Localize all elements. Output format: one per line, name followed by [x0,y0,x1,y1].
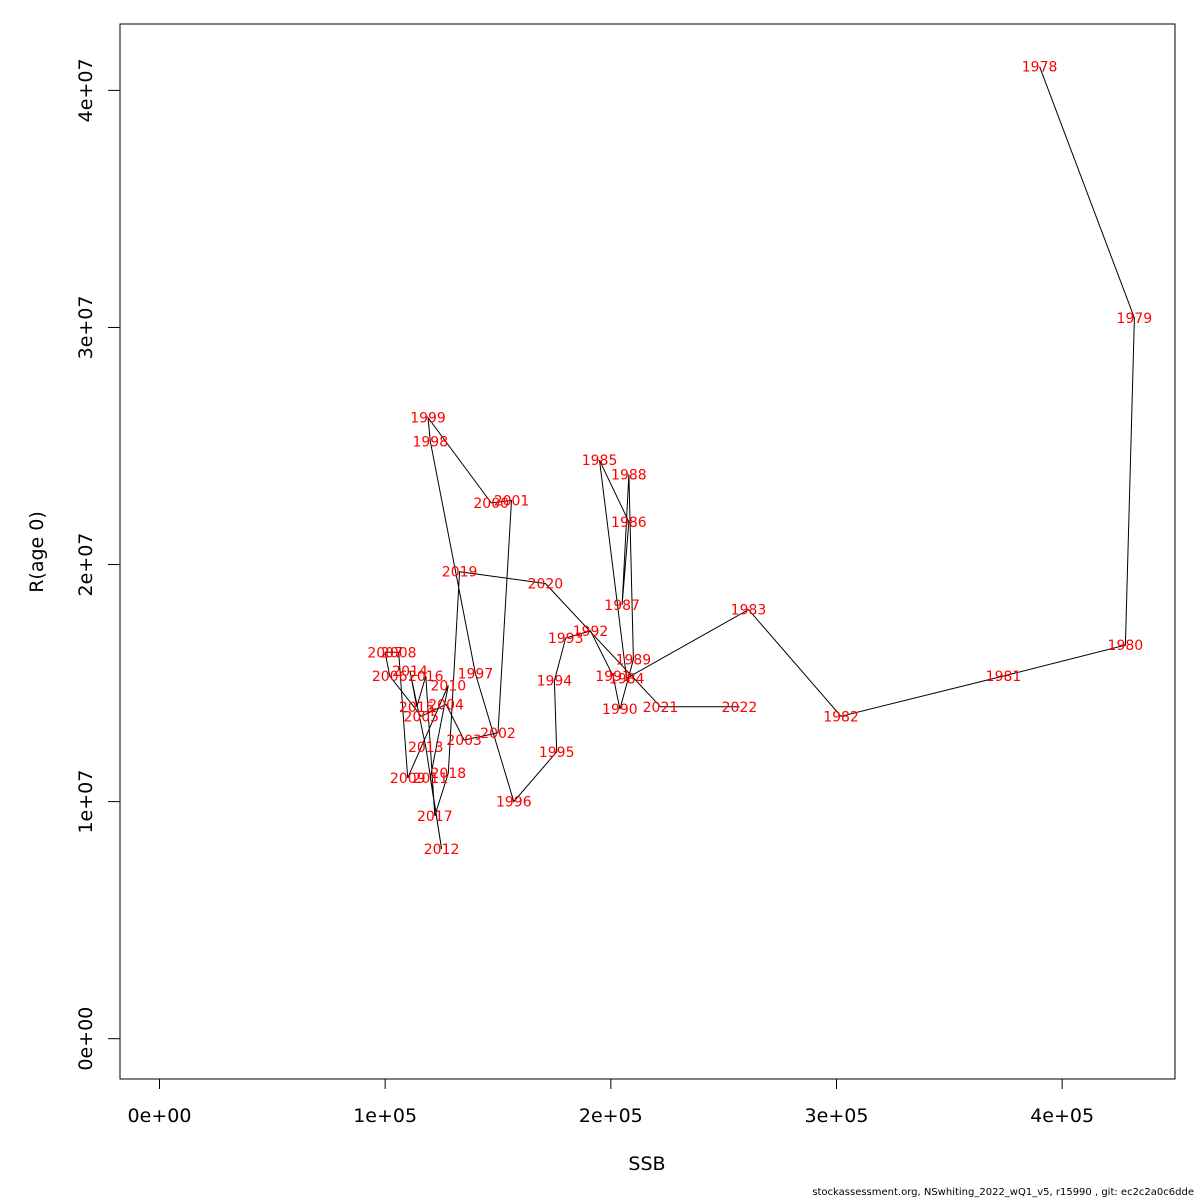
x-tick-label: 3e+05 [805,1105,869,1127]
year-label-1988: 1988 [611,467,647,483]
year-label-1998: 1998 [412,434,448,450]
year-label-1997: 1997 [458,667,494,683]
year-label-1993: 1993 [548,631,584,647]
y-tick-label: 2e+07 [75,533,97,597]
year-label-2018: 2018 [431,766,467,782]
year-label-2016: 2016 [408,669,444,685]
year-label-1980: 1980 [1108,638,1144,654]
year-label-1987: 1987 [604,598,640,614]
year-label-2008: 2008 [381,645,417,661]
x-tick-label: 0e+00 [128,1105,192,1127]
year-label-2012: 2012 [424,842,460,858]
year-label-2011: 2011 [412,771,448,787]
year-label-2014: 2014 [392,664,428,680]
plot-frame [119,23,1176,1080]
recruitment-trajectory-line [384,66,1135,850]
y-axis: 0e+00 1e+07 2e+07 3e+07 4e+07 [75,58,121,1071]
year-label-1991: 1991 [595,669,631,685]
footer-credit: stockassessment.org, NSwhiting_2022_wQ1_… [812,1187,1194,1198]
year-label-1995: 1995 [539,745,575,761]
y-tick-label: 3e+07 [75,296,97,360]
year-label-1999: 1999 [410,411,446,427]
year-label-2001: 2001 [494,494,530,510]
year-label-2007: 2007 [367,645,403,661]
year-label-2006: 2006 [372,669,408,685]
y-axis-label: R(age 0) [26,511,48,593]
x-tick-label: 2e+05 [579,1105,643,1127]
year-label-2020: 2020 [528,577,564,593]
year-label-2003: 2003 [446,733,482,749]
year-label-1985: 1985 [582,453,618,469]
year-label-2013: 2013 [408,740,444,756]
year-label-2004: 2004 [428,697,464,713]
year-label-2005: 2005 [403,709,439,725]
year-label-2015: 2015 [399,700,435,716]
year-label-1986: 1986 [611,515,647,531]
x-tick-label: 4e+05 [1030,1105,1094,1127]
year-label-1982: 1982 [823,709,859,725]
year-label-1992: 1992 [573,624,609,640]
year-label-1990: 1990 [602,702,638,718]
x-axis-label: SSB [628,1153,665,1175]
year-label-2021: 2021 [643,700,679,716]
x-axis: 0e+00 1e+05 2e+05 3e+05 4e+05 [128,1078,1094,1127]
year-label-1979: 1979 [1117,311,1153,327]
trajectory-polyline [384,66,1135,850]
year-label-1996: 1996 [496,795,532,811]
year-label-2017: 2017 [417,809,453,825]
year-label-2022: 2022 [722,700,758,716]
year-label-2002: 2002 [480,726,516,742]
year-label-2000: 2000 [473,496,509,512]
year-label-1978: 1978 [1022,60,1058,76]
year-label-1981: 1981 [986,669,1022,685]
year-label-1983: 1983 [731,603,767,619]
year-labels: 1978 1979 1980 1981 1982 1983 1984 1985 1986 1987… [367,60,1152,858]
year-label-1989: 1989 [616,652,652,668]
year-label-2009: 2009 [390,771,426,787]
year-label-2019: 2019 [442,565,478,581]
y-tick-label: 1e+07 [75,770,97,834]
year-label-1984: 1984 [609,671,645,687]
y-tick-label: 0e+00 [75,1007,97,1071]
y-tick-label: 4e+07 [75,58,97,122]
year-label-1994: 1994 [537,674,573,690]
x-tick-label: 1e+05 [353,1105,417,1127]
year-label-2010: 2010 [431,678,467,694]
